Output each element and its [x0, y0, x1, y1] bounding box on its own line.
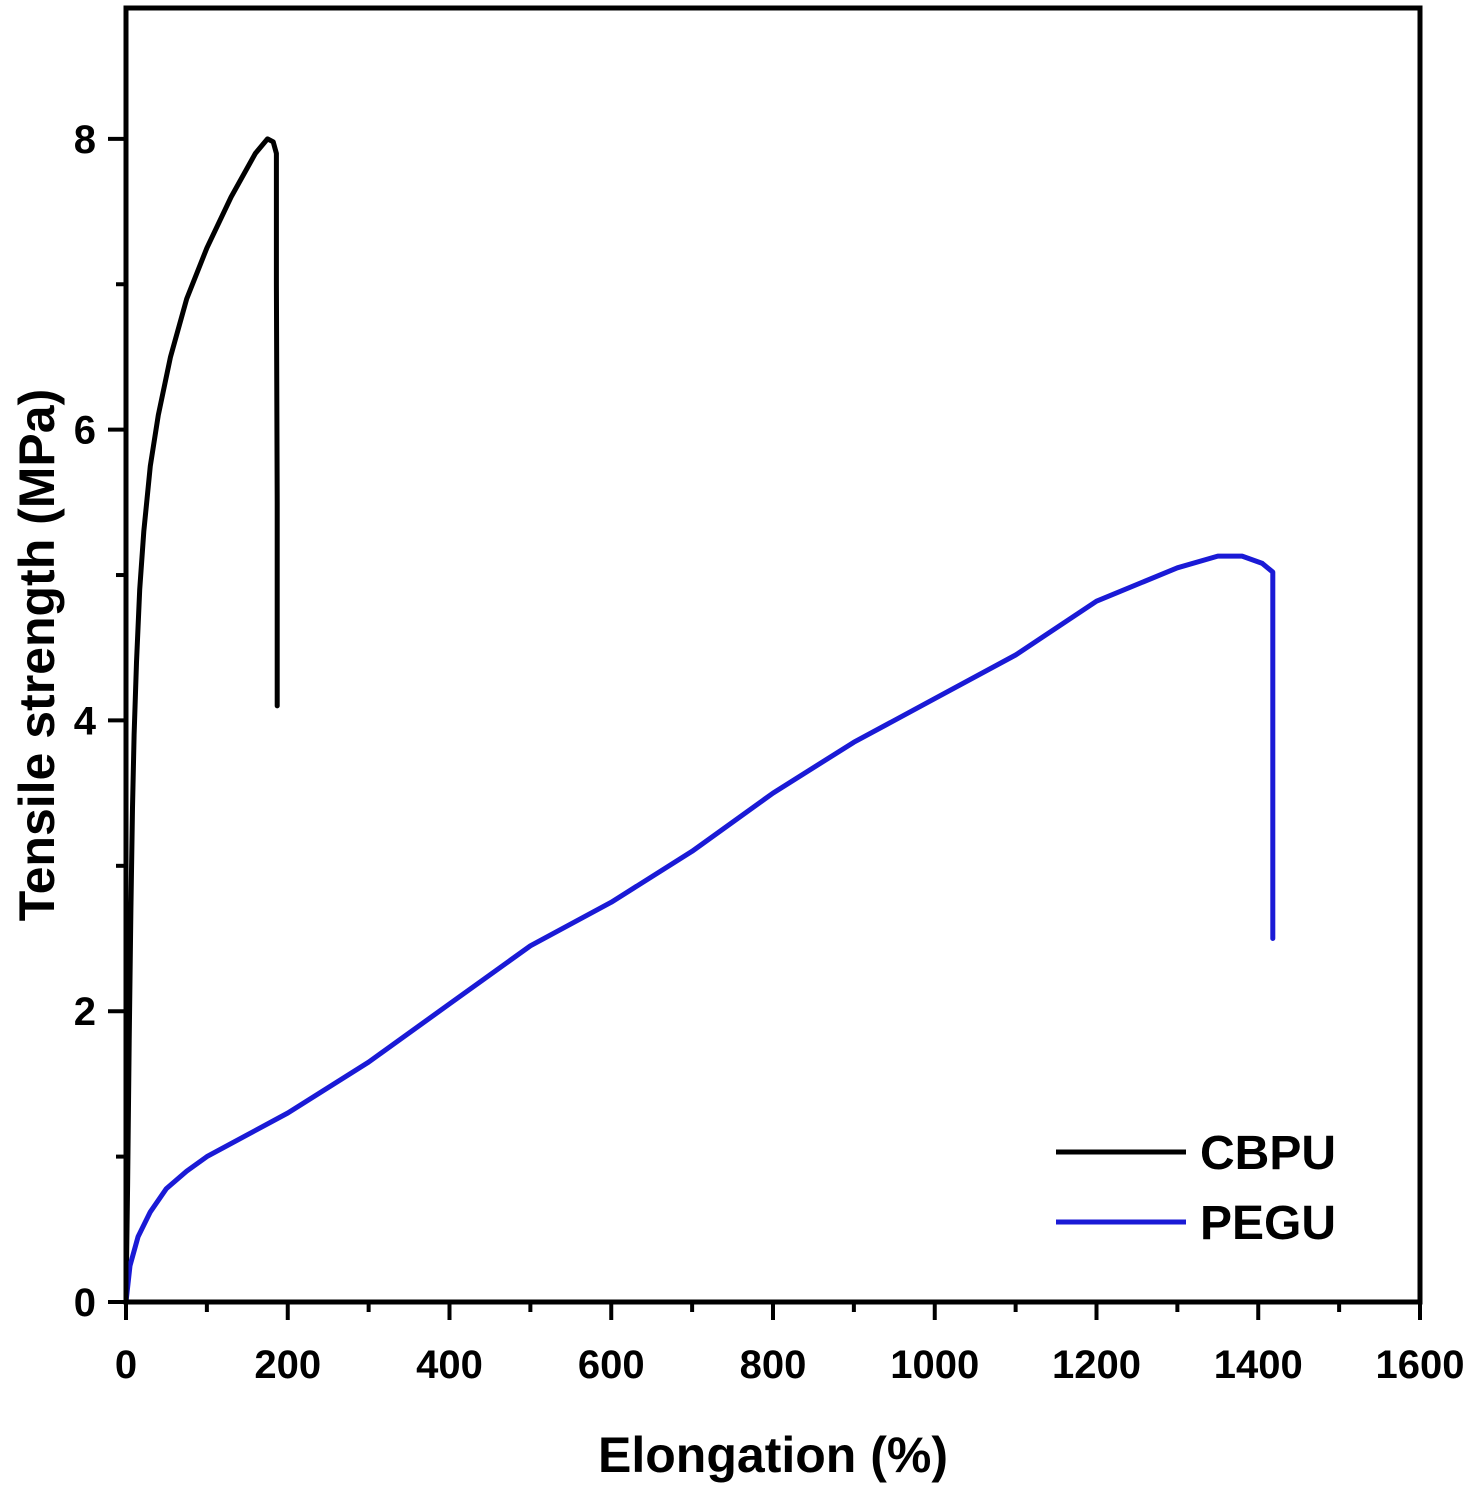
x-tick-label: 1600 [1376, 1343, 1465, 1387]
legend-label-pegu: PEGU [1200, 1197, 1336, 1250]
y-tick-label: 6 [74, 409, 96, 453]
y-tick-label: 4 [74, 699, 97, 743]
y-tick-label: 8 [74, 118, 96, 162]
y-tick-label: 2 [74, 990, 96, 1034]
x-tick-label: 1200 [1052, 1343, 1141, 1387]
plot-marks [123, 136, 1276, 1305]
x-tick-label: 400 [416, 1343, 483, 1387]
x-tick-label: 1000 [890, 1343, 979, 1387]
axis-ticks: 0 200 400 600 800 1000 1200 1400 1600 0 2 4 6 8 [74, 118, 1465, 1387]
legend: CBPU PEGU [1056, 1127, 1336, 1250]
x-tick-label: 200 [254, 1343, 321, 1387]
plot-frame [123, 5, 1423, 1305]
y-axis-title: Tensile strength (MPa) [9, 389, 65, 921]
series-line-cbpu [123, 136, 280, 1305]
y-tick-label: 0 [74, 1281, 96, 1325]
x-tick-label: 0 [115, 1343, 137, 1387]
x-tick-label: 1400 [1214, 1343, 1303, 1387]
series-line-pegu [123, 553, 1276, 1305]
legend-label-cbpu: CBPU [1200, 1127, 1336, 1180]
x-tick-label: 600 [578, 1343, 645, 1387]
x-axis-title: Elongation (%) [598, 1427, 948, 1483]
x-tick-label: 800 [740, 1343, 807, 1387]
